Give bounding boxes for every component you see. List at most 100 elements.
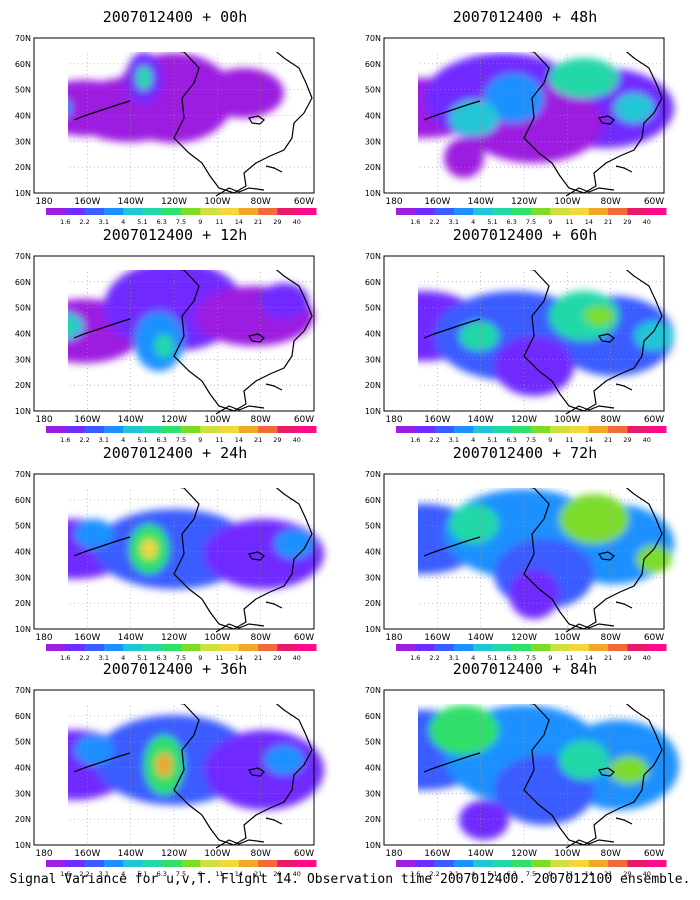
coastline xyxy=(173,52,313,194)
colorbar-label: 3.1 xyxy=(449,870,459,876)
colorbar-label: 4 xyxy=(471,654,475,660)
colorbar-swatch xyxy=(627,208,648,215)
colorbar-label: 1.6 xyxy=(410,218,420,224)
colorbar-label: 5.1 xyxy=(487,436,497,442)
colorbar-swatch xyxy=(181,644,201,651)
colorbar-label: 6.3 xyxy=(157,218,167,224)
colorbar-label: 4 xyxy=(121,436,125,442)
colorbar-swatch xyxy=(200,208,221,215)
colorbar-label: 6.3 xyxy=(157,870,167,876)
lon-tick-label: 140W xyxy=(118,415,144,425)
lat-tick-label: 30N xyxy=(15,137,31,146)
map-panel: 2007012400 + 72h 70N 60N 50N 40N 30N 20N 10N 180… xyxy=(350,444,700,660)
colorbar-label: 4 xyxy=(121,218,125,224)
lat-tick-label: 70N xyxy=(15,686,31,695)
colorbar-swatch xyxy=(200,426,221,433)
colorbar-label: 21 xyxy=(254,218,262,224)
lon-tick-label: 140W xyxy=(468,849,494,859)
lat-tick-label: 70N xyxy=(365,470,381,479)
colorbar-swatch xyxy=(181,426,201,433)
great-lakes xyxy=(248,115,265,125)
colorbar-swatch xyxy=(103,860,124,867)
lat-tick-label: 40N xyxy=(15,330,31,339)
colorbar-swatch xyxy=(296,208,317,215)
colorbar-swatch xyxy=(627,860,648,867)
colorbar-swatch xyxy=(219,644,240,651)
map-panel: 2007012400 + 84h 70N 60N 50N 40N 30N 20N 10N 180… xyxy=(350,660,700,876)
colorbar-swatch xyxy=(84,426,105,433)
colorbar-label: 6.3 xyxy=(507,436,517,442)
great-lakes xyxy=(248,767,265,777)
colorbar-swatch xyxy=(84,208,105,215)
aleutian-islands xyxy=(73,318,131,339)
lon-tick-label: 160W xyxy=(74,849,100,859)
variance-blob xyxy=(259,283,309,319)
lon-tick-label: 100W xyxy=(554,415,580,425)
colorbar-swatch xyxy=(434,644,455,651)
colorbar-swatch xyxy=(531,208,551,215)
variance-blob xyxy=(459,800,509,840)
lat-tick-label: 70N xyxy=(15,252,31,261)
variance-blob xyxy=(156,753,172,777)
colorbar-label: 21 xyxy=(254,436,262,442)
lon-tick-label: 100W xyxy=(204,633,230,643)
colorbar-label: 4 xyxy=(471,870,475,876)
colorbar-label: 9 xyxy=(198,870,202,876)
lat-tick-label: 50N xyxy=(365,304,381,313)
lon-tick-label: 60W xyxy=(644,633,664,643)
variance-blob xyxy=(68,320,72,332)
colorbar-label: 2.2 xyxy=(429,870,439,876)
colorbar-swatch xyxy=(646,644,667,651)
colorbar-label: 2.2 xyxy=(429,654,439,660)
colorbar-label: 1.6 xyxy=(60,654,70,660)
colorbar-swatch xyxy=(453,644,474,651)
colorbar-swatch xyxy=(627,644,648,651)
colorbar-swatch xyxy=(492,860,513,867)
colorbar-label: 6.3 xyxy=(157,436,167,442)
lon-tick-label: 180 xyxy=(385,633,402,643)
lon-tick-label: 80W xyxy=(600,197,620,207)
lon-tick-label: 80W xyxy=(250,415,270,425)
map-panel: 2007012400 + 24h 70N 60N 50N 40N 30N 20N 10N 180… xyxy=(0,444,350,660)
lon-tick-label: 160W xyxy=(74,197,100,207)
colorbar-label: 7.5 xyxy=(176,654,186,660)
lon-tick-label: 180 xyxy=(385,849,402,859)
lon-tick-label: 80W xyxy=(600,415,620,425)
colorbar-swatch xyxy=(161,860,182,867)
colorbar-swatch xyxy=(238,426,259,433)
colorbar-swatch xyxy=(161,208,182,215)
lat-tick-label: 20N xyxy=(365,381,381,390)
colorbar-label: 9 xyxy=(198,218,202,224)
lon-tick-label: 60W xyxy=(644,849,664,859)
variance-blob xyxy=(74,519,114,549)
colorbar-label: 3.1 xyxy=(449,218,459,224)
map-frame xyxy=(383,689,665,846)
lat-tick-label: 40N xyxy=(15,112,31,121)
colorbar-swatch xyxy=(492,208,513,215)
lon-tick-label: 120W xyxy=(161,415,187,425)
colorbar-label: 7.5 xyxy=(526,436,536,442)
colorbar-label: 29 xyxy=(273,654,281,660)
colorbar-label: 40 xyxy=(293,870,301,876)
colorbar-swatch xyxy=(492,426,513,433)
map-svg: 70N 60N 50N 40N 30N 20N 10N 180 160W 140W 120W 100W… xyxy=(15,252,317,442)
lon-tick-label: 120W xyxy=(511,849,537,859)
colorbar-label: 21 xyxy=(254,870,262,876)
lon-tick-label: 100W xyxy=(204,415,230,425)
lat-tick-label: 20N xyxy=(15,163,31,172)
variance-blob xyxy=(459,321,499,351)
variance-blob xyxy=(136,66,152,90)
colorbar-swatch xyxy=(277,644,298,651)
colorbar-label: 29 xyxy=(273,436,281,442)
colorbar-label: 7.5 xyxy=(176,218,186,224)
panel-title: 2007012400 + 48h xyxy=(452,8,598,26)
lon-tick-label: 140W xyxy=(118,197,144,207)
colorbar-swatch xyxy=(200,644,221,651)
map-frame xyxy=(33,473,315,630)
lat-tick-label: 40N xyxy=(365,112,381,121)
colorbar-swatch xyxy=(646,208,667,215)
lon-tick-label: 60W xyxy=(294,415,314,425)
coastline xyxy=(523,270,663,412)
colorbar-swatch xyxy=(181,860,201,867)
colorbar-swatch xyxy=(123,644,143,651)
